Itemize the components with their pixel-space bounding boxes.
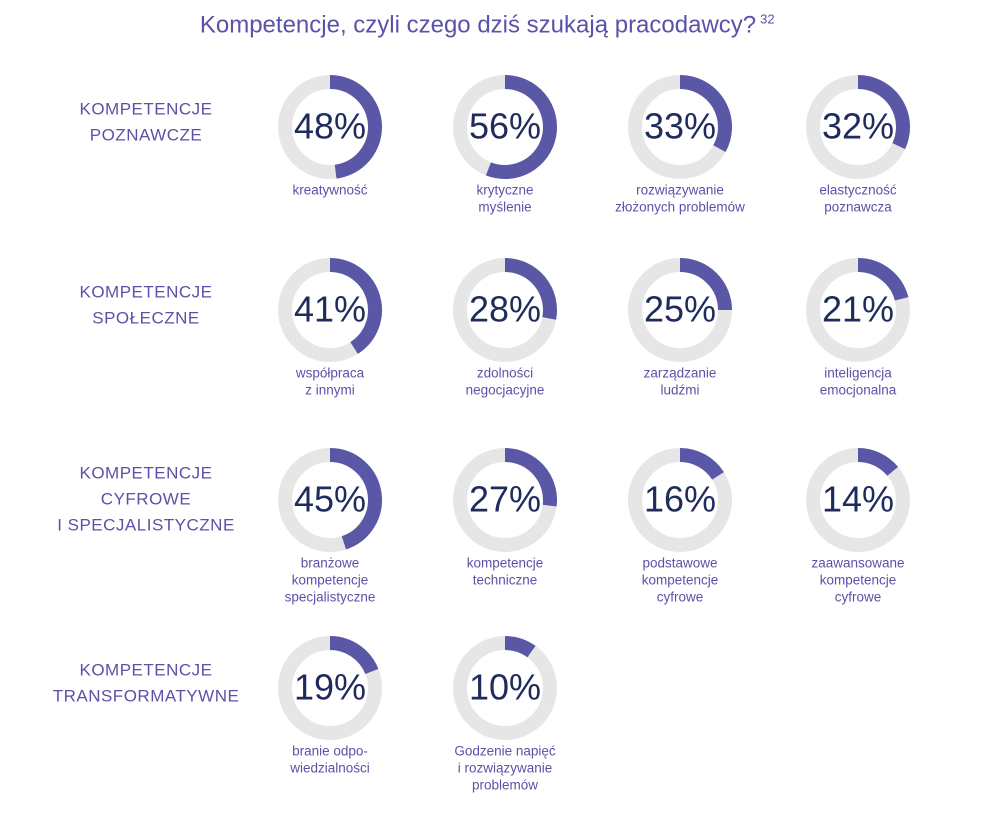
percent-label: 32% <box>822 106 894 147</box>
percent-label: 56% <box>469 106 541 147</box>
group-label: POZNAWCZE <box>90 125 202 144</box>
percent-label: 21% <box>822 289 894 330</box>
group-label: TRANSFORMATYWNE <box>53 686 240 705</box>
donut-arc <box>857 75 910 150</box>
percent-label: 28% <box>469 289 541 330</box>
group-label: CYFROWE <box>101 489 191 508</box>
group-label: KOMPETENCJE <box>79 282 212 301</box>
percent-label: 27% <box>469 479 541 520</box>
donut-arc <box>485 75 557 179</box>
item-label: i rozwiązywanie <box>458 761 553 776</box>
item-label: zaawansowane <box>811 556 904 571</box>
group-label: SPOŁECZNE <box>92 308 199 327</box>
donut-arc <box>329 448 382 550</box>
item-label: krytyczne <box>476 183 533 198</box>
item-label: emocjonalna <box>820 383 897 398</box>
group-label: KOMPETENCJE <box>79 660 212 679</box>
percent-label: 41% <box>294 289 366 330</box>
item-label: cyfrowe <box>657 590 704 605</box>
percent-label: 19% <box>294 667 366 708</box>
percent-label: 14% <box>822 479 894 520</box>
donut-arc <box>679 75 732 153</box>
donut-arc <box>329 258 382 354</box>
item-label: inteligencja <box>824 366 892 381</box>
percent-label: 25% <box>644 289 716 330</box>
item-label: rozwiązywanie <box>636 183 724 198</box>
item-label: kompetencje <box>292 573 369 588</box>
item-label: złożonych problemów <box>615 200 745 215</box>
item-label: zarządzanie <box>644 366 717 381</box>
group-label: KOMPETENCJE <box>79 463 212 482</box>
group-label: KOMPETENCJE <box>79 99 212 118</box>
group-label: I SPECJALISTYCZNE <box>57 515 235 534</box>
title: Kompetencje, czyli czego dziś szukają pr… <box>200 11 756 38</box>
item-label: kompetencje <box>467 556 544 571</box>
donut-arc <box>679 258 732 311</box>
item-label: kreatywność <box>292 183 367 198</box>
donut-arc <box>857 258 909 301</box>
item-label: z innymi <box>305 383 355 398</box>
item-label: branżowe <box>301 556 360 571</box>
item-label: problemów <box>472 778 538 793</box>
percent-label: 48% <box>294 106 366 147</box>
percent-label: 16% <box>644 479 716 520</box>
donut-arc <box>504 636 536 658</box>
item-label: specjalistyczne <box>285 590 376 605</box>
donut-arc <box>857 448 899 477</box>
donut-arc <box>504 258 557 320</box>
item-label: poznawcza <box>824 200 892 215</box>
item-label: cyfrowe <box>835 590 882 605</box>
item-label: elastyczność <box>819 183 897 198</box>
percent-label: 10% <box>469 667 541 708</box>
item-label: kompetencje <box>642 573 719 588</box>
percent-label: 33% <box>644 106 716 147</box>
percent-label: 45% <box>294 479 366 520</box>
donut-arc <box>504 448 557 507</box>
item-label: podstawowe <box>642 556 717 571</box>
item-label: wiedzialności <box>289 761 370 776</box>
donut-arc <box>329 75 382 179</box>
item-label: negocjacyjne <box>466 383 545 398</box>
item-label: ludźmi <box>660 383 699 398</box>
item-label: kompetencje <box>820 573 897 588</box>
item-label: Godzenie napięć <box>454 744 556 759</box>
item-label: techniczne <box>473 573 538 588</box>
donut-arc <box>329 636 379 675</box>
item-label: myślenie <box>478 200 531 215</box>
footnote: 32 <box>760 11 774 26</box>
item-label: zdolności <box>477 366 533 381</box>
item-label: branie odpo- <box>292 744 368 759</box>
donut-arc <box>679 448 724 480</box>
item-label: współpraca <box>295 366 365 381</box>
